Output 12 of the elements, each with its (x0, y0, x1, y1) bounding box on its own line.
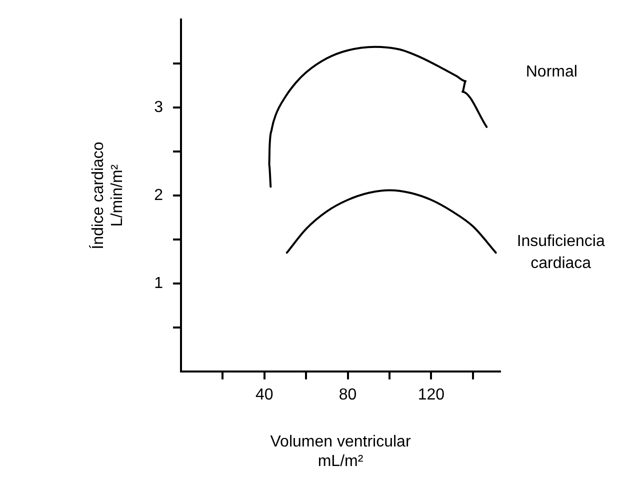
text: Normal (526, 63, 578, 80)
line-series (286, 189, 497, 254)
x-axis-title: Volumen ventricular mL/m² (270, 434, 412, 470)
y-tick-label: 2 (154, 186, 164, 204)
line-series (268, 46, 488, 188)
x-tick-label: 120 (418, 386, 445, 404)
series-label: Insuficiencia cardiaca (516, 233, 605, 272)
y-tick-label: 3 (154, 98, 164, 116)
x-tick-label: 80 (338, 386, 357, 404)
y-axis-title: Índice cardiaco L/min/m² (89, 142, 126, 250)
y-tick-label: 1 (154, 274, 164, 292)
x-tick-label: 40 (256, 386, 274, 404)
